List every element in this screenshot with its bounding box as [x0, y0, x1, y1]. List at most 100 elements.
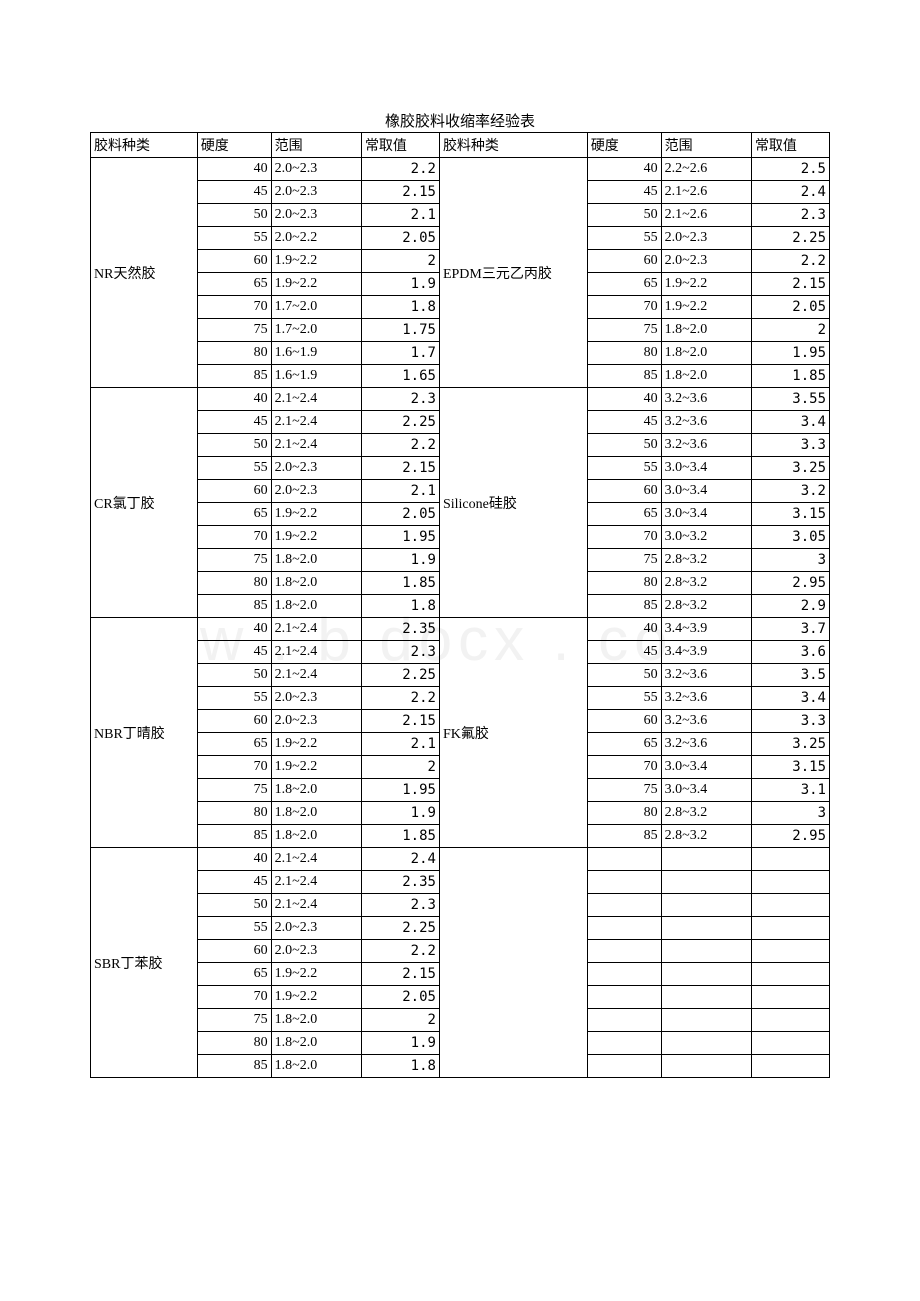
range-cell: 1.9~2.2 — [271, 526, 361, 549]
hardness-cell: 45 — [197, 411, 271, 434]
value-cell: 3.6 — [751, 641, 829, 664]
value-cell: 3.25 — [751, 733, 829, 756]
value-cell: 3.05 — [751, 526, 829, 549]
range-cell: 2.1~2.4 — [271, 618, 361, 641]
range-cell: 1.8~2.0 — [661, 365, 751, 388]
table-row: NBR丁晴胶402.1~2.42.35FK氟胶403.4~3.93.7 — [91, 618, 830, 641]
hardness-cell: 45 — [587, 411, 661, 434]
value-cell: 3.3 — [751, 710, 829, 733]
hardness-cell: 65 — [587, 503, 661, 526]
column-header: 硬度 — [587, 133, 661, 158]
range-cell — [661, 871, 751, 894]
range-cell: 2.0~2.3 — [271, 940, 361, 963]
range-cell: 2.1~2.4 — [271, 871, 361, 894]
hardness-cell: 70 — [197, 296, 271, 319]
hardness-cell: 45 — [197, 181, 271, 204]
hardness-cell: 85 — [587, 825, 661, 848]
hardness-cell: 65 — [587, 273, 661, 296]
range-cell: 2.1~2.4 — [271, 641, 361, 664]
range-cell: 1.8~2.0 — [271, 825, 361, 848]
material-type-left: NR天然胶 — [91, 158, 198, 388]
value-cell: 2.35 — [361, 618, 439, 641]
value-cell: 2 — [361, 1009, 439, 1032]
range-cell: 3.0~3.4 — [661, 503, 751, 526]
range-cell — [661, 894, 751, 917]
hardness-cell: 50 — [197, 204, 271, 227]
value-cell: 2.3 — [361, 388, 439, 411]
range-cell: 1.8~2.0 — [271, 1055, 361, 1078]
value-cell: 2.25 — [361, 664, 439, 687]
value-cell: 3.1 — [751, 779, 829, 802]
range-cell: 2.0~2.3 — [271, 204, 361, 227]
hardness-cell: 65 — [197, 963, 271, 986]
hardness-cell: 40 — [197, 158, 271, 181]
value-cell: 2.3 — [361, 894, 439, 917]
range-cell: 2.0~2.3 — [271, 480, 361, 503]
range-cell: 1.7~2.0 — [271, 296, 361, 319]
range-cell: 1.8~2.0 — [271, 1032, 361, 1055]
value-cell — [751, 1055, 829, 1078]
hardness-cell: 85 — [197, 825, 271, 848]
range-cell: 3.0~3.4 — [661, 457, 751, 480]
hardness-cell: 40 — [197, 848, 271, 871]
value-cell: 2.25 — [751, 227, 829, 250]
table-row: NR天然胶402.0~2.32.2EPDM三元乙丙胶402.2~2.62.5 — [91, 158, 830, 181]
hardness-cell: 55 — [197, 917, 271, 940]
value-cell: 1.85 — [361, 825, 439, 848]
range-cell: 2.0~2.3 — [271, 917, 361, 940]
value-cell: 3.4 — [751, 687, 829, 710]
range-cell: 2.8~3.2 — [661, 802, 751, 825]
value-cell: 1.8 — [361, 296, 439, 319]
hardness-cell: 65 — [587, 733, 661, 756]
value-cell: 1.95 — [361, 526, 439, 549]
hardness-cell: 75 — [587, 549, 661, 572]
hardness-cell: 65 — [197, 733, 271, 756]
hardness-cell: 55 — [587, 457, 661, 480]
range-cell: 2.0~2.3 — [271, 710, 361, 733]
value-cell: 2.95 — [751, 825, 829, 848]
value-cell: 3.4 — [751, 411, 829, 434]
range-cell: 1.9~2.2 — [661, 296, 751, 319]
hardness-cell: 85 — [197, 365, 271, 388]
range-cell: 1.8~2.0 — [271, 779, 361, 802]
value-cell: 2.35 — [361, 871, 439, 894]
hardness-cell: 40 — [587, 618, 661, 641]
value-cell — [751, 963, 829, 986]
hardness-cell: 85 — [197, 1055, 271, 1078]
value-cell: 2.05 — [361, 986, 439, 1009]
hardness-cell: 70 — [587, 296, 661, 319]
range-cell — [661, 1032, 751, 1055]
range-cell: 3.4~3.9 — [661, 641, 751, 664]
column-header: 常取值 — [751, 133, 829, 158]
value-cell: 3.25 — [751, 457, 829, 480]
value-cell: 2.15 — [361, 457, 439, 480]
range-cell: 1.9~2.2 — [661, 273, 751, 296]
hardness-cell: 80 — [587, 802, 661, 825]
hardness-cell — [587, 1009, 661, 1032]
range-cell: 3.4~3.9 — [661, 618, 751, 641]
value-cell: 1.95 — [751, 342, 829, 365]
range-cell: 2.0~2.3 — [271, 687, 361, 710]
hardness-cell — [587, 940, 661, 963]
hardness-cell: 50 — [587, 434, 661, 457]
value-cell: 2.05 — [361, 503, 439, 526]
material-type-left: CR氯丁胶 — [91, 388, 198, 618]
hardness-cell: 80 — [587, 572, 661, 595]
range-cell: 1.9~2.2 — [271, 733, 361, 756]
value-cell: 2.25 — [361, 917, 439, 940]
column-header: 硬度 — [197, 133, 271, 158]
hardness-cell: 80 — [197, 342, 271, 365]
range-cell: 2.8~3.2 — [661, 595, 751, 618]
hardness-cell: 75 — [197, 779, 271, 802]
range-cell: 2.1~2.4 — [271, 664, 361, 687]
value-cell: 1.75 — [361, 319, 439, 342]
value-cell: 1.9 — [361, 1032, 439, 1055]
value-cell: 2.2 — [361, 687, 439, 710]
range-cell: 3.2~3.6 — [661, 411, 751, 434]
range-cell: 1.7~2.0 — [271, 319, 361, 342]
hardness-cell: 60 — [587, 710, 661, 733]
range-cell: 2.1~2.4 — [271, 434, 361, 457]
hardness-cell: 65 — [197, 273, 271, 296]
range-cell — [661, 963, 751, 986]
value-cell — [751, 1032, 829, 1055]
